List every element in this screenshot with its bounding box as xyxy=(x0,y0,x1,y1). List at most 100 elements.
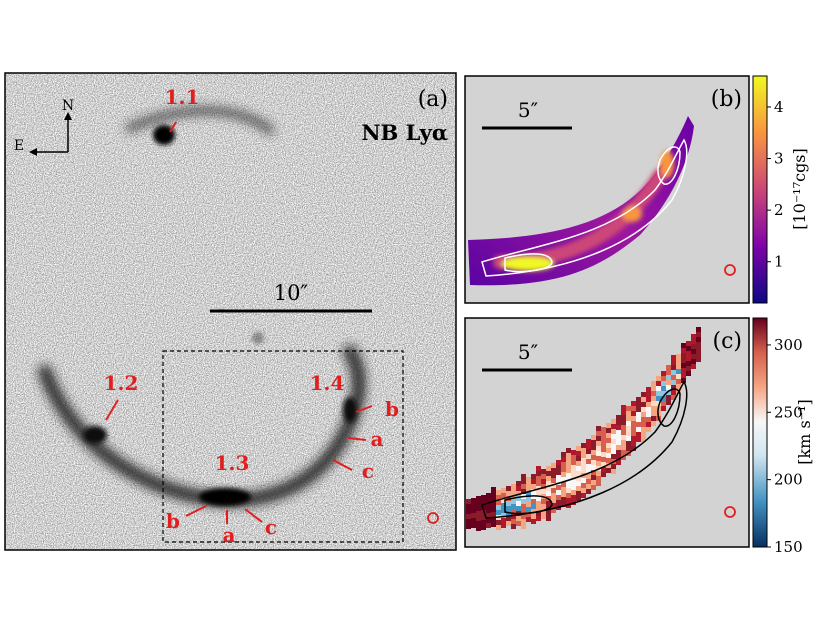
velocity-pixel xyxy=(571,465,576,470)
velocity-pixel xyxy=(646,427,651,432)
velocity-pixel xyxy=(521,489,526,494)
velocity-pixel xyxy=(616,460,621,465)
velocity-pixel xyxy=(671,390,676,395)
velocity-pixel xyxy=(591,450,596,455)
velocity-pixel xyxy=(561,472,566,477)
velocity-pixel xyxy=(601,452,606,457)
velocity-pixel xyxy=(681,378,686,383)
colorbar-tick-label: 2 xyxy=(774,201,784,219)
velocity-pixel xyxy=(536,481,541,486)
velocity-pixel xyxy=(496,520,501,525)
velocity-pixel xyxy=(486,518,491,523)
velocity-pixel xyxy=(566,468,571,473)
velocity-pixel xyxy=(661,381,666,386)
velocity-pixel xyxy=(521,514,526,519)
velocity-pixel xyxy=(611,454,616,459)
velocity-pixel xyxy=(551,473,556,478)
velocity-pixel xyxy=(661,401,666,406)
velocity-pixel xyxy=(626,416,631,421)
velocity-pixel xyxy=(586,444,591,449)
velocity-pixel xyxy=(651,396,656,401)
velocity-pixel xyxy=(596,451,601,456)
velocity-pixel xyxy=(526,492,531,497)
velocity-pixel xyxy=(526,497,531,502)
velocity-pixel xyxy=(471,523,476,528)
velocity-pixel xyxy=(491,507,496,512)
velocity-pixel xyxy=(601,457,606,462)
velocity-pixel xyxy=(551,503,556,508)
velocity-pixel xyxy=(501,488,506,493)
velocity-pixel xyxy=(646,422,651,427)
velocity-pixel xyxy=(531,519,536,524)
velocity-pixel xyxy=(511,509,516,514)
velocity-pixel xyxy=(491,502,496,507)
velocity-pixel xyxy=(526,517,531,522)
velocity-pixel xyxy=(636,422,641,427)
velocity-pixel xyxy=(471,518,476,523)
velocity-pixel xyxy=(506,516,511,521)
velocity-pixel xyxy=(546,466,551,471)
panel-c: 5″ (c) 150 200 250 300 [km s⁻¹] xyxy=(464,317,814,556)
velocity-map xyxy=(466,327,701,531)
velocity-pixel xyxy=(681,353,686,358)
velocity-pixel xyxy=(471,508,476,513)
colorbar-tick-label: 1 xyxy=(774,253,784,271)
velocity-pixel xyxy=(476,511,481,516)
velocity-pixel xyxy=(566,498,571,503)
velocity-pixel xyxy=(661,376,666,381)
velocity-pixel xyxy=(666,390,671,395)
velocity-pixel xyxy=(581,463,586,468)
velocity-pixel xyxy=(546,471,551,476)
velocity-pixel xyxy=(626,426,631,431)
velocity-pixel xyxy=(671,375,676,380)
colorbar-tick-label: 300 xyxy=(774,336,803,354)
colorbar-tick-label: 200 xyxy=(774,471,803,489)
colorbar-tick-label: 3 xyxy=(774,150,784,168)
velocity-pixel xyxy=(501,508,506,513)
velocity-pixel xyxy=(606,428,611,433)
velocity-pixel xyxy=(501,503,506,508)
velocity-pixel xyxy=(556,465,561,470)
velocity-pixel xyxy=(606,453,611,458)
velocity-pixel xyxy=(526,502,531,507)
velocity-pixel xyxy=(501,518,506,523)
velocity-pixel xyxy=(546,516,551,521)
velocity-pixel xyxy=(606,433,611,438)
velocity-pixel xyxy=(651,386,656,391)
velocity-pixel xyxy=(476,506,481,511)
velocity-pixel xyxy=(651,411,656,416)
compass-east: E xyxy=(14,138,24,154)
velocity-pixel xyxy=(506,506,511,511)
velocity-pixel xyxy=(601,442,606,447)
velocity-pixel xyxy=(516,501,521,506)
velocity-pixel xyxy=(546,476,551,481)
annotation-labels: 1.1 1.2 1.3 1.4 b a c b a c xyxy=(104,85,399,547)
velocity-pixel xyxy=(536,466,541,471)
velocity-pixel xyxy=(586,484,591,489)
velocity-pixel xyxy=(521,499,526,504)
velocity-pixel xyxy=(566,448,571,453)
velocity-pixel xyxy=(606,468,611,473)
velocity-pixel xyxy=(591,460,596,465)
velocity-pixel xyxy=(621,410,626,415)
velocity-pixel xyxy=(556,500,561,505)
velocity-pixel xyxy=(531,484,536,489)
velocity-pixel xyxy=(581,448,586,453)
velocity-pixel xyxy=(576,461,581,466)
velocity-pixel xyxy=(611,419,616,424)
velocity-pixel xyxy=(516,506,521,511)
velocity-pixel xyxy=(466,519,471,524)
velocity-pixel xyxy=(651,401,656,406)
velocity-pixel xyxy=(541,484,546,489)
velocity-pixel xyxy=(651,416,656,421)
colorbar-tick-label: 4 xyxy=(774,98,784,116)
velocity-pixel xyxy=(636,397,641,402)
velocity-pixel xyxy=(541,509,546,514)
velocity-pixel xyxy=(596,456,601,461)
velocity-pixel xyxy=(596,461,601,466)
velocity-pixel xyxy=(586,439,591,444)
velocity-pixel xyxy=(606,438,611,443)
velocity-pixel xyxy=(536,501,541,506)
inset-box xyxy=(162,350,404,543)
velocity-pixel xyxy=(521,509,526,514)
